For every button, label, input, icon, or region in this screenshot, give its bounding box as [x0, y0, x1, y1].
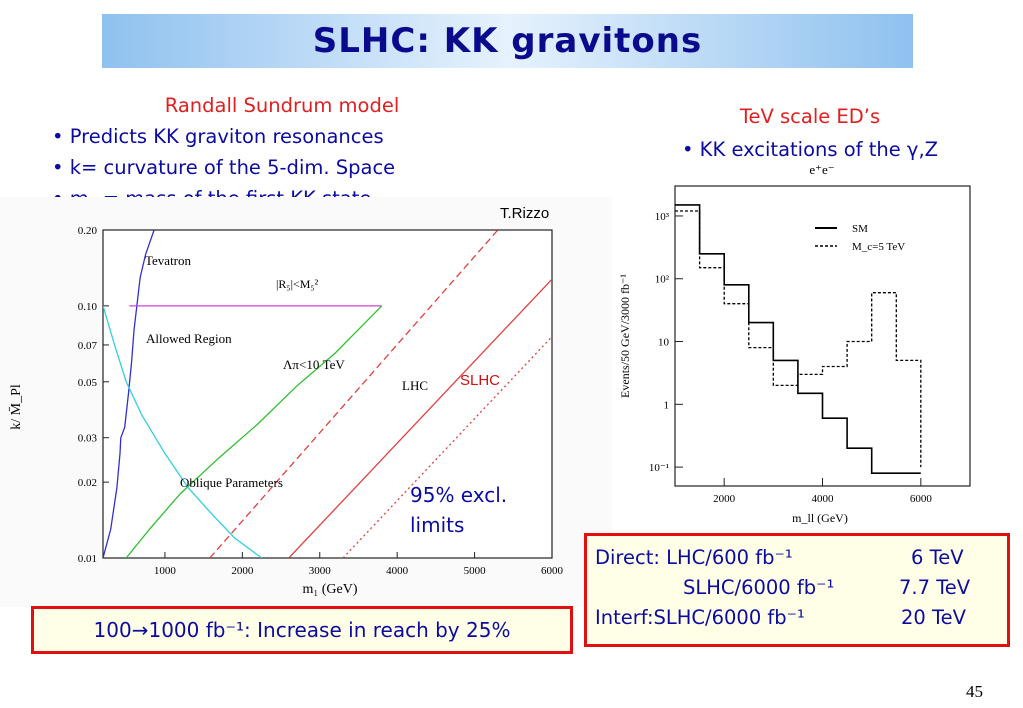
rs-bullet-2: • k= curvature of the 5-dim. Space	[52, 152, 512, 183]
exclusion-note: 95% excl. limits	[410, 480, 507, 540]
y-tick-label: 0.07	[78, 340, 98, 352]
y-axis-label: k/ M̄_Pl	[8, 384, 24, 430]
reach-row3-label: Interf:SLHC/6000 fb⁻¹	[595, 606, 805, 629]
bullet-icon: •	[52, 156, 64, 179]
x-axis-label: m₁ (GeV)	[302, 582, 357, 597]
reach-row1-value: 6 TeV	[911, 546, 964, 569]
x-tick-label: 2000	[231, 565, 254, 577]
x-tick-label: 3000	[309, 565, 332, 577]
series-group	[103, 230, 552, 558]
y-tick-label: 10	[658, 337, 670, 349]
x-tick-label: 6000	[541, 565, 564, 577]
annotation-oblique: Oblique Parameters	[180, 475, 283, 490]
series-tevatron	[103, 230, 155, 558]
bullet-icon: •	[52, 125, 64, 148]
y-tick-label: 0.02	[78, 477, 97, 489]
y-ticks: 0.01 0.02 0.03 0.05 0.07 0.10 0.20	[78, 225, 109, 565]
series-m-c-5-tev	[675, 210, 922, 468]
credit-label: T.Rizzo	[500, 205, 550, 222]
reach-row3-value: 20 TeV	[901, 606, 966, 629]
rs-item-text: Predicts KK graviton resonances	[69, 125, 384, 148]
x-tick-label: 4000	[812, 493, 835, 505]
y-ticks: 10⁻¹ 1 10 10² 10³	[649, 211, 683, 474]
page-number: 45	[966, 682, 983, 701]
series-sm	[675, 204, 921, 474]
exclusion-note-line2: limits	[410, 513, 465, 537]
exclusion-note-line1: 95% excl.	[410, 483, 508, 507]
reach-row2-label: SLHC/6000 fb⁻¹	[683, 576, 835, 599]
legend-mc-label: M_c=5 TeV	[852, 241, 905, 253]
y-tick-label: 0.03	[78, 433, 98, 445]
x-tick-label: 6000	[910, 493, 933, 505]
reach-row2-value: 7.7 TeV	[899, 576, 971, 599]
series-slhc_dotted	[342, 335, 552, 558]
y-axis-label: Events/50 GeV/3000 fb⁻¹	[618, 274, 632, 398]
legend-sm-label: SM	[852, 223, 868, 235]
randall-sundrum-heading: Randall Sundrum model	[164, 94, 400, 117]
tev-scale-block: TeV scale ED’s • KK excitations of the γ…	[630, 100, 990, 166]
plot-frame	[102, 229, 553, 559]
y-tick-label: 1	[664, 399, 670, 411]
x-ticks: 1000 2000 3000 4000 5000 6000	[154, 552, 564, 577]
x-tick-label: 2000	[713, 493, 736, 505]
y-tick-label: 0.10	[78, 301, 98, 313]
series-oblique	[103, 305, 263, 558]
y-tick-label: 10²	[655, 274, 670, 286]
y-tick-label: 0.01	[78, 553, 97, 565]
tev-item-text: KK excitations of the γ,Z	[699, 138, 939, 161]
reach-box: Direct: LHC/600 fb⁻¹ 6 TeV SLHC/6000 fb⁻…	[584, 533, 1010, 647]
tev-scale-heading: TeV scale ED’s	[739, 105, 881, 128]
x-tick-label: 5000	[464, 565, 487, 577]
increase-box: 100→1000 fb⁻¹: Increase in reach by 25%	[31, 606, 573, 654]
slhc-label: SLHC	[460, 372, 501, 389]
x-ticks: 2000 4000 6000	[713, 478, 932, 505]
y-tick-label: 10⁻¹	[649, 462, 669, 474]
x-tick-label: 1000	[154, 565, 177, 577]
spectrum-plot: 10⁻¹ 1 10 10² 10³ 2000 4000 6000 e⁺e⁻ Events/5…	[615, 160, 980, 530]
reach-row1-label: Direct: LHC/600 fb⁻¹	[595, 546, 793, 569]
annotation-r5: |R₅|<M₅²	[276, 277, 319, 291]
rs-bullet-1: • Predicts KK graviton resonances	[52, 121, 512, 152]
y-tick-label: 10³	[655, 211, 670, 223]
title-banner: SLHC: KK gravitons	[102, 14, 913, 68]
x-tick-label: 4000	[386, 565, 409, 577]
annotation-lhc: LHC	[402, 378, 428, 393]
plot-background	[615, 160, 980, 530]
series-lambda_pi	[125, 305, 383, 558]
annotation-lambda-pi: Λπ<10 TeV	[283, 357, 345, 372]
page-title: SLHC: KK gravitons	[312, 21, 703, 61]
plot-title: e⁺e⁻	[809, 162, 834, 177]
y-tick-label: 0.20	[78, 225, 98, 237]
increase-text: 100→1000 fb⁻¹: Increase in reach by 25%	[93, 618, 511, 642]
randall-sundrum-block: Randall Sundrum model • Predicts KK grav…	[52, 90, 512, 214]
rs-item-text: k= curvature of the 5-dim. Space	[69, 156, 396, 179]
bullet-icon: •	[681, 138, 694, 161]
y-tick-label: 0.05	[78, 377, 98, 389]
series-lhc_dashed	[209, 230, 499, 558]
annotation-tevatron: Tevatron	[145, 253, 192, 268]
exclusion-plot: 0.01 0.02 0.03 0.05 0.07 0.10 0.20 1000 2000 300…	[0, 197, 612, 607]
series-lhc_solid	[288, 278, 552, 558]
x-axis-label: m_ll (GeV)	[792, 511, 848, 525]
annotation-allowed-region: Allowed Region	[146, 331, 232, 346]
series-group	[675, 204, 922, 474]
tev-bullet: • KK excitations of the γ,Z	[630, 133, 990, 166]
